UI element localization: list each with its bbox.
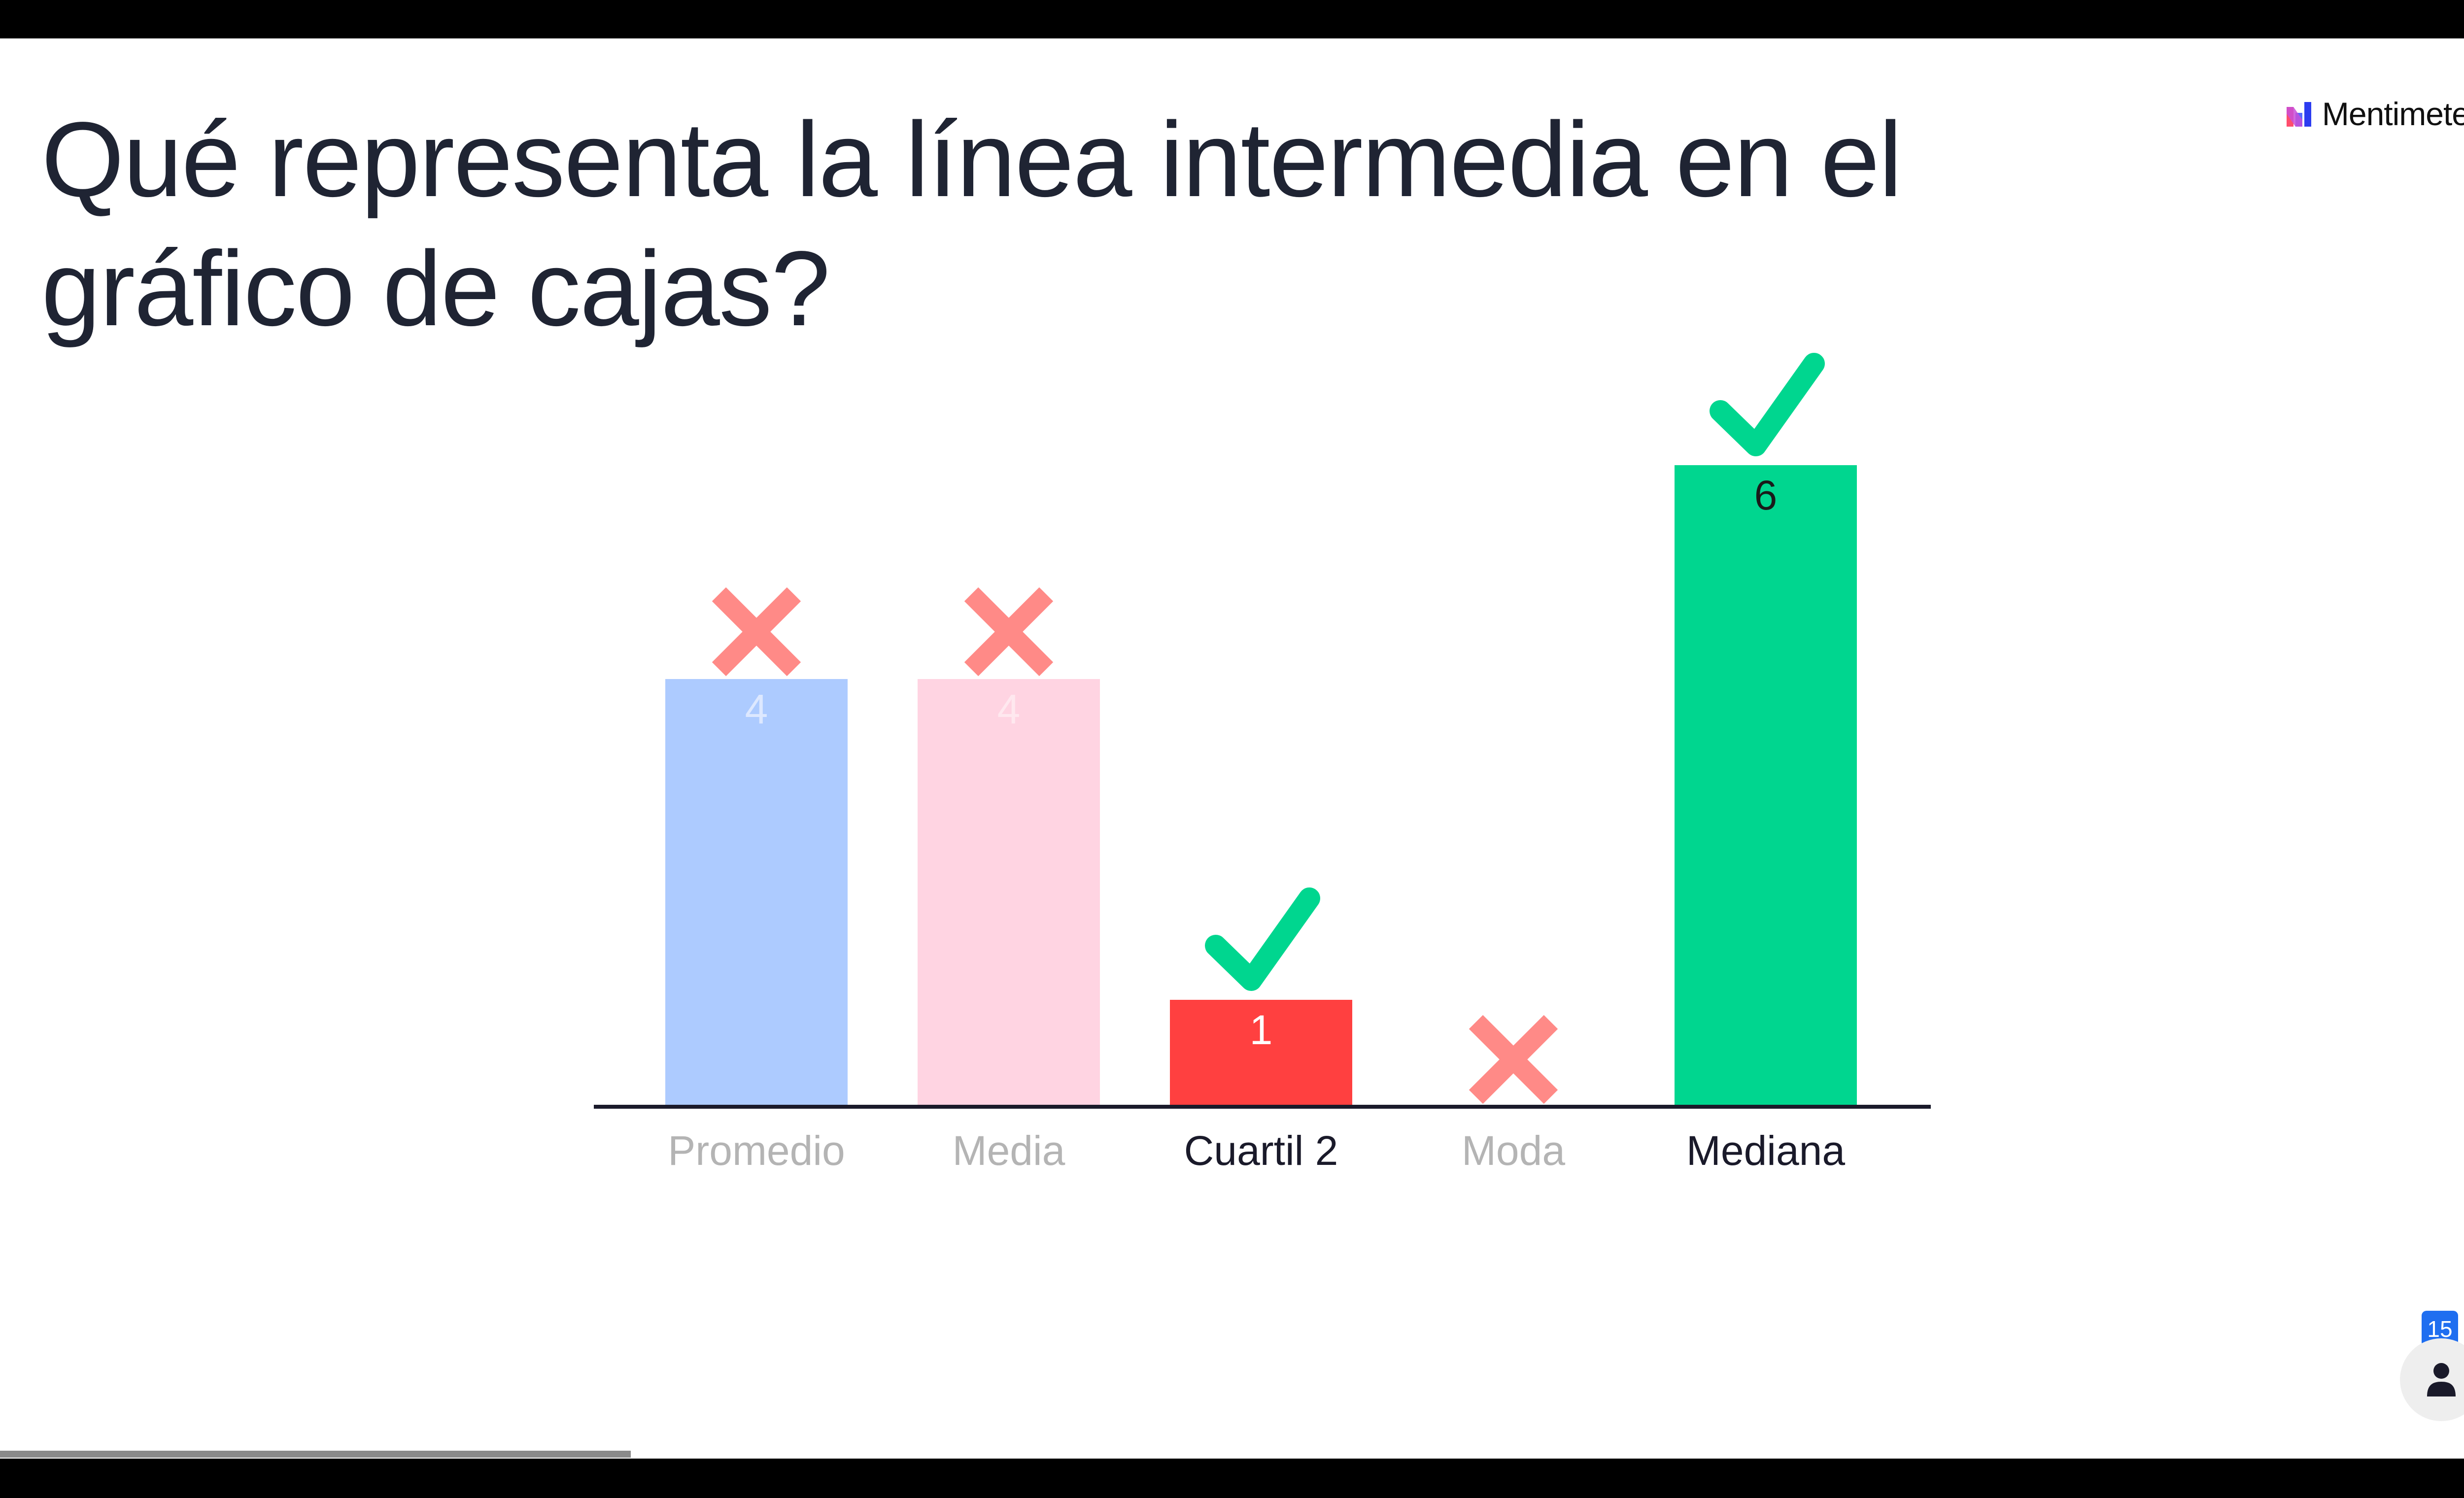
bottom-black-bar <box>0 1459 2464 1498</box>
top-black-bar <box>0 0 2464 38</box>
value-label-media: 4 <box>997 686 1021 732</box>
bar-cuartil-2 <box>1170 1000 1352 1107</box>
value-label-promedio: 4 <box>745 686 768 732</box>
audience-button[interactable] <box>2400 1338 2464 1421</box>
incorrect-cross-icon-moda-stroke-b <box>1469 1015 1558 1104</box>
bar-mediana <box>1675 465 1857 1107</box>
incorrect-cross-icon-moda <box>1469 1015 1558 1104</box>
value-label-mediana: 6 <box>1754 472 1778 518</box>
category-label-moda: Moda <box>1462 1127 1565 1174</box>
correct-check-icon-cuartil-2 <box>1205 887 1320 991</box>
mentimeter-logo-icon <box>2286 102 2311 127</box>
brand: Mentimeter <box>2286 96 2464 132</box>
category-label-promedio: Promedio <box>668 1127 845 1174</box>
results-bar-chart: 4 Promedio 4 Media 1 Cuartil 2 Moda 6 Mediana <box>594 353 1931 1174</box>
correct-check-icon-cuartil-2-path <box>1205 887 1320 991</box>
slide-progress-bar <box>0 1451 631 1458</box>
incorrect-cross-icon-promedio-stroke-b <box>712 587 801 677</box>
category-label-media: Media <box>953 1127 1065 1174</box>
incorrect-cross-icon-media <box>964 587 1054 677</box>
correct-check-icon-mediana-path <box>1710 353 1825 456</box>
bar-promedio <box>665 679 848 1107</box>
category-label-cuartil-2: Cuartil 2 <box>1184 1127 1338 1174</box>
presentation-slide: Qué representa la línea intermedia en el… <box>0 38 2464 1459</box>
incorrect-cross-icon-promedio <box>712 587 801 677</box>
category-label-mediana: Mediana <box>1686 1127 1846 1174</box>
correct-check-icon-mediana <box>1710 353 1825 456</box>
value-label-cuartil-2: 1 <box>1250 1007 1273 1053</box>
bar-media <box>918 679 1100 1107</box>
question-title: Qué representa la línea intermedia en el… <box>41 100 1902 348</box>
person-icon <box>2427 1363 2456 1396</box>
incorrect-cross-icon-media-stroke-b <box>964 587 1054 677</box>
brand-name: Mentimeter <box>2322 96 2464 132</box>
